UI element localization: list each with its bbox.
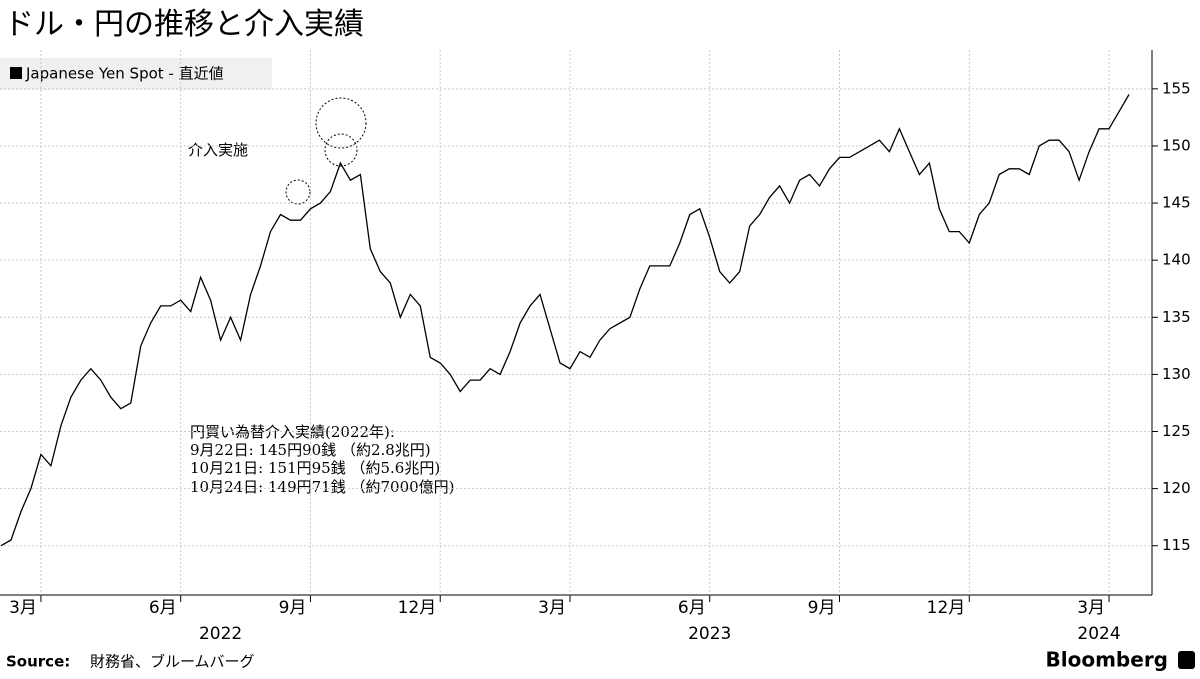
annotation: 介入実施	[188, 141, 248, 159]
year-label: 2022	[199, 624, 242, 644]
price-line	[0, 94, 1130, 547]
y-tick-label: 155	[1162, 79, 1191, 97]
intervention-circle	[285, 179, 311, 205]
x-tick-label: 9月	[279, 598, 307, 618]
year-label: 2024	[1077, 624, 1120, 644]
source-label: Source:	[6, 653, 70, 671]
x-tick-label: 12月	[927, 598, 966, 618]
x-tick-label: 12月	[398, 598, 437, 618]
legend-label: Japanese Yen Spot - 直近値	[25, 65, 224, 83]
x-tick-label: 3月	[538, 598, 566, 618]
brand: Bloomberg	[1046, 648, 1168, 672]
x-tick-label: 9月	[808, 598, 836, 618]
chart-title: ドル・円の推移と介入実績	[4, 7, 364, 42]
y-tick-label: 150	[1162, 136, 1191, 154]
y-tick-label: 125	[1162, 422, 1191, 440]
intervention-circle	[315, 97, 367, 149]
annotation: 10月21日: 151円95銭 （約5.6兆円)	[190, 459, 440, 477]
y-tick-label: 135	[1162, 308, 1191, 326]
legend-box	[0, 58, 272, 90]
annotation: 10月24日: 149円71銭 （約7000億円)	[190, 478, 455, 496]
x-tick-label: 6月	[678, 598, 706, 618]
y-tick-label: 115	[1162, 536, 1191, 554]
x-tick-label: 3月	[9, 598, 37, 618]
intervention-circle	[324, 133, 358, 167]
y-tick-label: 120	[1162, 479, 1191, 497]
y-tick-label: 130	[1162, 365, 1191, 383]
year-label: 2023	[688, 624, 731, 644]
x-tick-label: 3月	[1077, 598, 1105, 618]
legend-swatch	[10, 67, 22, 79]
source-text: 財務省、ブルームバーグ	[90, 653, 255, 671]
y-tick-label: 140	[1162, 251, 1191, 269]
brand-icon	[1178, 651, 1195, 669]
x-tick-label: 6月	[149, 598, 177, 618]
y-tick-label: 145	[1162, 194, 1191, 212]
